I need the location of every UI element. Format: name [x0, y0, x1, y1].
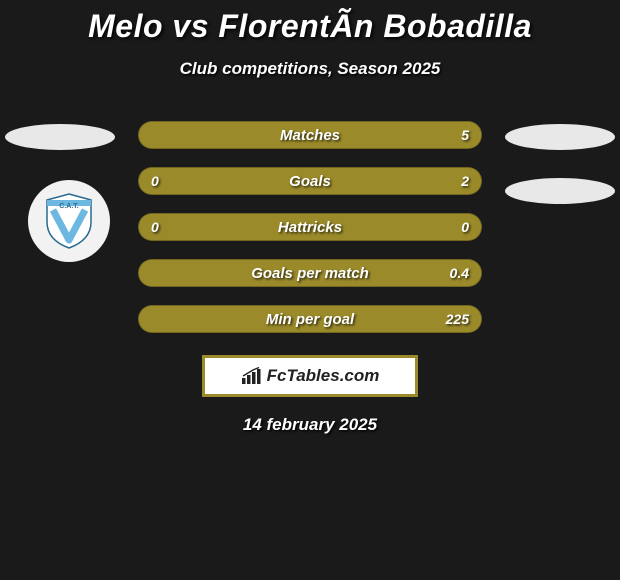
team-badge-left: C.A.T.: [28, 180, 110, 262]
stat-fill-right: [310, 214, 481, 240]
stat-fill-right: [139, 306, 481, 332]
stat-row: Matches5: [138, 121, 482, 149]
team-ellipse-right-1: [505, 124, 615, 150]
stat-row: 0Hattricks0: [138, 213, 482, 241]
team-ellipse-left-1: [5, 124, 115, 150]
stat-fill-right: [139, 122, 481, 148]
page-title: Melo vs FlorentÃ­n Bobadilla: [0, 8, 620, 45]
club-shield-icon: C.A.T.: [43, 192, 95, 250]
stat-fill-right: [139, 260, 481, 286]
stat-row: Goals per match0.4: [138, 259, 482, 287]
stat-fill-right: [139, 168, 481, 194]
subtitle: Club competitions, Season 2025: [0, 59, 620, 79]
team-ellipse-right-2: [505, 178, 615, 204]
stats-list: Matches5 0Goals2 0Hattricks0 Goals per matc…: [138, 121, 482, 333]
svg-text:C.A.T.: C.A.T.: [59, 203, 79, 210]
stat-fill-left: [139, 214, 310, 240]
brand-chart-icon: [241, 367, 263, 385]
stat-row: Min per goal225: [138, 305, 482, 333]
brand-box[interactable]: FcTables.com: [202, 355, 418, 397]
brand-text: FcTables.com: [267, 366, 380, 386]
date-text: 14 february 2025: [0, 415, 620, 435]
stat-row: 0Goals2: [138, 167, 482, 195]
